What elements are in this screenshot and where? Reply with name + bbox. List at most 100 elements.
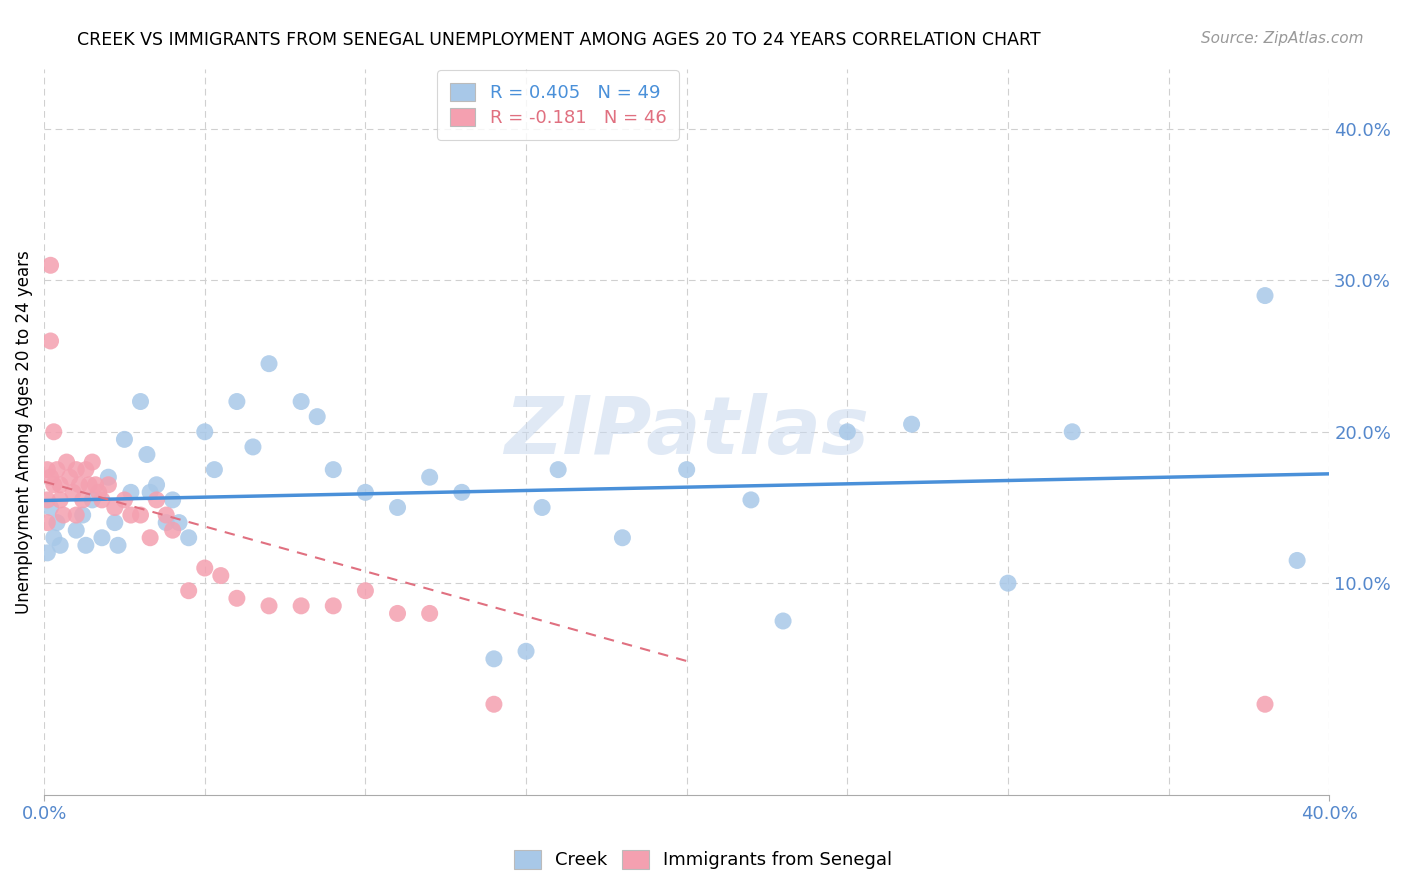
Point — [42, 477, 65, 491]
Point — [37, 546, 59, 560]
Point — [49, 477, 72, 491]
Point — [225, 394, 247, 409]
Point — [49, 538, 72, 552]
Point — [1254, 288, 1277, 302]
Text: Source: ZipAtlas.com: Source: ZipAtlas.com — [1201, 31, 1364, 46]
Point — [837, 425, 859, 439]
Point — [194, 561, 217, 575]
Point — [531, 500, 554, 515]
Point — [129, 508, 152, 522]
Point — [55, 455, 77, 469]
Point — [39, 470, 62, 484]
Point — [675, 462, 697, 476]
Point — [114, 433, 136, 447]
Point — [419, 607, 441, 621]
Point — [162, 492, 184, 507]
Point — [177, 583, 200, 598]
Point — [482, 652, 505, 666]
Point — [59, 470, 82, 484]
Point — [177, 531, 200, 545]
Point — [257, 357, 280, 371]
Point — [65, 523, 87, 537]
Point — [139, 531, 162, 545]
Point — [52, 508, 75, 522]
Point — [242, 440, 264, 454]
Point — [155, 516, 177, 530]
Point — [482, 698, 505, 712]
Point — [162, 523, 184, 537]
Point — [77, 477, 100, 491]
Point — [997, 576, 1019, 591]
Point — [515, 644, 537, 658]
Point — [91, 531, 114, 545]
Point — [135, 448, 157, 462]
Point — [75, 538, 97, 552]
Point — [104, 516, 127, 530]
Point — [69, 477, 91, 491]
Point — [740, 492, 762, 507]
Point — [155, 508, 177, 522]
Point — [354, 583, 377, 598]
Point — [84, 477, 107, 491]
Point — [75, 462, 97, 476]
Point — [322, 599, 344, 613]
Point — [120, 508, 142, 522]
Point — [145, 492, 167, 507]
Point — [120, 485, 142, 500]
Point — [419, 470, 441, 484]
Point — [322, 462, 344, 476]
Point — [87, 485, 110, 500]
Point — [114, 492, 136, 507]
Point — [139, 485, 162, 500]
Point — [145, 477, 167, 491]
Point — [37, 516, 59, 530]
Point — [202, 462, 225, 476]
Point — [37, 462, 59, 476]
Point — [209, 568, 232, 582]
Point — [37, 492, 59, 507]
Legend: Creek, Immigrants from Senegal: Creek, Immigrants from Senegal — [505, 841, 901, 879]
Point — [72, 508, 94, 522]
Point — [290, 394, 312, 409]
Point — [49, 492, 72, 507]
Point — [900, 417, 922, 432]
Point — [97, 470, 120, 484]
Point — [42, 531, 65, 545]
Point — [62, 485, 84, 500]
Point — [612, 531, 634, 545]
Point — [772, 614, 794, 628]
Point — [104, 500, 127, 515]
Point — [225, 591, 247, 606]
Text: ZIPatlas: ZIPatlas — [505, 392, 869, 471]
Point — [82, 492, 104, 507]
Point — [290, 599, 312, 613]
Point — [167, 516, 190, 530]
Point — [46, 462, 69, 476]
Point — [97, 477, 120, 491]
Point — [450, 485, 472, 500]
Point — [39, 500, 62, 515]
Point — [257, 599, 280, 613]
Point — [307, 409, 329, 424]
Point — [42, 425, 65, 439]
Point — [547, 462, 569, 476]
Point — [46, 516, 69, 530]
Point — [194, 425, 217, 439]
Y-axis label: Unemployment Among Ages 20 to 24 years: Unemployment Among Ages 20 to 24 years — [15, 250, 32, 614]
Point — [91, 492, 114, 507]
Point — [65, 508, 87, 522]
Point — [387, 607, 409, 621]
Point — [387, 500, 409, 515]
Text: CREEK VS IMMIGRANTS FROM SENEGAL UNEMPLOYMENT AMONG AGES 20 TO 24 YEARS CORRELAT: CREEK VS IMMIGRANTS FROM SENEGAL UNEMPLO… — [77, 31, 1040, 49]
Point — [354, 485, 377, 500]
Legend: R = 0.405   N = 49, R = -0.181   N = 46: R = 0.405 N = 49, R = -0.181 N = 46 — [437, 70, 679, 140]
Point — [1254, 698, 1277, 712]
Point — [39, 334, 62, 348]
Point — [72, 492, 94, 507]
Point — [107, 538, 129, 552]
Point — [129, 394, 152, 409]
Point — [1286, 553, 1309, 567]
Point — [1062, 425, 1084, 439]
Point — [65, 462, 87, 476]
Point — [39, 258, 62, 272]
